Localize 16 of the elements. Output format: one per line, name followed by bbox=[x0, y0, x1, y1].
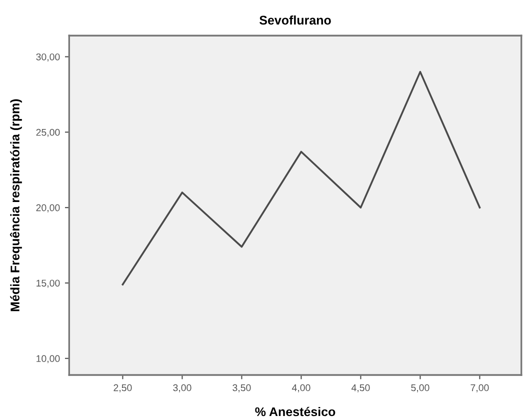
y-tick-label: 20,00 bbox=[36, 204, 60, 212]
y-tick-label: 10,00 bbox=[36, 355, 60, 364]
y-axis-title: Média Frequência respiratória (rpm) bbox=[10, 99, 22, 312]
x-tick-label: 4,00 bbox=[292, 384, 310, 392]
y-tick-label: 15,00 bbox=[36, 280, 60, 288]
y-tick-label: 30,00 bbox=[36, 53, 60, 62]
chart-title: Sevoflurano bbox=[260, 15, 331, 25]
line-series bbox=[122, 70, 481, 286]
x-axis-title: % Anestésico bbox=[255, 406, 336, 416]
x-tick-label: 5,00 bbox=[411, 384, 430, 392]
x-tick-label: 4,50 bbox=[351, 384, 370, 392]
x-tick-label: 3,00 bbox=[173, 384, 192, 392]
x-tick-label: 2,50 bbox=[114, 384, 132, 392]
y-tick-label: 25,00 bbox=[36, 128, 60, 137]
x-tick-label: 3,50 bbox=[232, 384, 251, 392]
x-tick-label: 7,00 bbox=[470, 384, 489, 392]
